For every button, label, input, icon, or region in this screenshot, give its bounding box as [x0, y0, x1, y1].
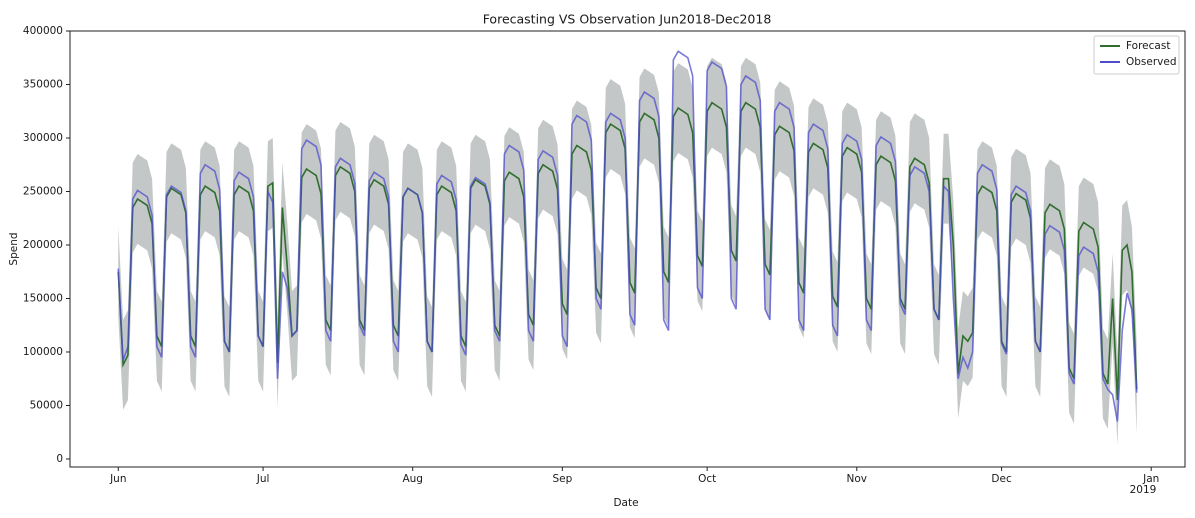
- x-tick-label: Dec: [991, 473, 1012, 485]
- y-tick-label: 150000: [23, 292, 63, 304]
- series-line: [117, 50, 1138, 422]
- plot-frame: [69, 30, 1186, 468]
- y-tick-label: 0: [56, 453, 63, 465]
- y-tick-label: 200000: [23, 239, 63, 251]
- x-tick-label: Nov: [847, 473, 868, 485]
- y-axis-label: Spend: [8, 232, 20, 265]
- chart-title: Forecasting VS Observation Jun2018-Dec20…: [483, 12, 772, 27]
- y-tick-label: 50000: [30, 399, 63, 411]
- x-tick-label: Oct: [698, 473, 716, 485]
- x-tick-label: Aug: [402, 473, 423, 485]
- x-offset-text: 2019: [1130, 484, 1157, 496]
- x-tick-label: Jan: [1142, 473, 1159, 485]
- legend-label: Forecast: [1126, 40, 1170, 52]
- y-tick-label: 300000: [23, 132, 63, 144]
- x-tick-label: Jun: [109, 473, 126, 485]
- x-tick-label: Jul: [256, 473, 270, 485]
- y-tick-label: 350000: [23, 78, 63, 90]
- legend-label: Observed: [1126, 56, 1177, 68]
- x-axis-label: Date: [613, 497, 638, 509]
- y-tick-label: 250000: [23, 185, 63, 197]
- y-tick-label: 400000: [23, 25, 63, 37]
- y-tick-label: 100000: [23, 346, 63, 358]
- x-tick-label: Sep: [552, 473, 572, 485]
- legend: Forecast Observed: [1093, 35, 1180, 75]
